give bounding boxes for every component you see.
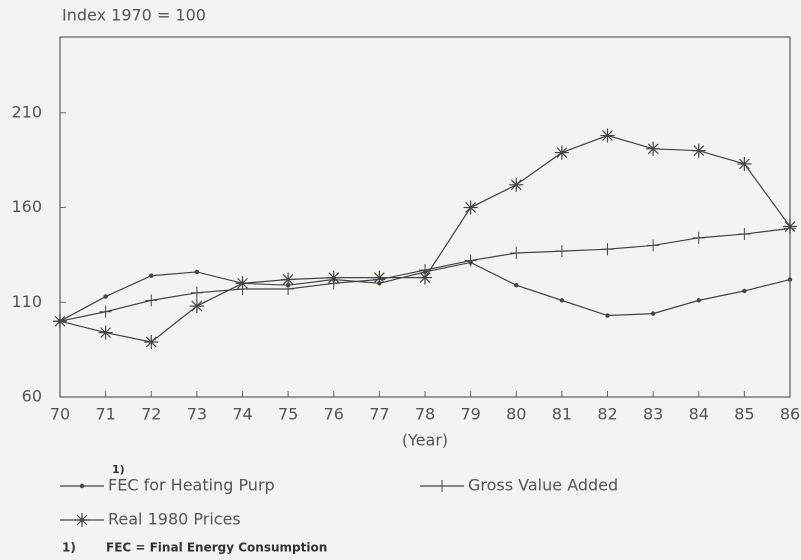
data-point <box>326 270 341 285</box>
data-point <box>514 283 519 288</box>
data-point <box>463 200 478 215</box>
legend-marker <box>79 483 85 489</box>
y-tick-label: 60 <box>22 387 42 406</box>
legend-note: 1) <box>112 463 125 476</box>
legend-marker <box>75 513 89 527</box>
y-axis-label: Index 1970 = 100 <box>62 6 206 25</box>
data-point <box>144 335 159 350</box>
x-axis-label: (Year) <box>402 431 448 450</box>
x-tick-label: 86 <box>780 405 800 424</box>
x-tick-label: 71 <box>95 405 115 424</box>
data-point <box>99 305 112 318</box>
data-point <box>372 270 387 285</box>
data-point <box>509 177 524 192</box>
legend-label: FEC for Heating Purp <box>108 476 275 495</box>
plot-frame <box>59 36 791 398</box>
x-tick-label: 74 <box>232 405 252 424</box>
x-tick-label: 84 <box>689 405 709 424</box>
data-point <box>742 288 747 294</box>
x-tick-label: 82 <box>597 405 617 424</box>
y-tick-label: 110 <box>11 292 42 311</box>
x-tick-label: 81 <box>552 405 572 424</box>
x-tick-label: 72 <box>141 405 161 424</box>
data-point <box>559 298 565 303</box>
legend-label: Gross Value Added <box>468 476 618 495</box>
data-point <box>696 298 701 303</box>
x-tick-label: 79 <box>460 405 480 424</box>
footnote-text: FEC = Final Energy Consumption <box>106 541 327 555</box>
x-tick-label: 80 <box>506 405 526 424</box>
legend-marker <box>436 480 448 492</box>
data-point <box>692 231 705 244</box>
data-point <box>737 156 752 171</box>
data-point <box>189 299 204 314</box>
data-point <box>554 145 569 160</box>
data-point <box>149 273 154 278</box>
x-tick-label: 76 <box>324 405 344 424</box>
y-tick-label: 160 <box>11 197 42 216</box>
series-line <box>59 134 791 343</box>
data-point <box>145 294 158 307</box>
data-point <box>194 269 200 275</box>
x-tick-label: 78 <box>415 405 435 424</box>
data-point <box>783 219 797 234</box>
data-point <box>647 239 660 252</box>
x-tick-label: 75 <box>278 405 298 424</box>
data-point <box>510 247 523 259</box>
data-point <box>650 311 656 316</box>
data-point <box>600 128 615 143</box>
data-point <box>738 228 751 241</box>
legend-label: Real 1980 Prices <box>108 510 241 529</box>
data-point <box>281 272 296 287</box>
x-tick-label: 73 <box>187 405 207 424</box>
data-point <box>418 270 432 285</box>
data-point <box>464 254 477 267</box>
data-point <box>601 243 614 256</box>
data-point <box>555 245 568 258</box>
data-point <box>691 143 706 158</box>
data-point <box>787 277 793 282</box>
x-tick-label: 70 <box>50 405 70 424</box>
data-point <box>235 276 250 291</box>
x-tick-label: 83 <box>643 405 663 424</box>
data-point <box>190 286 203 299</box>
data-point <box>605 313 610 318</box>
footnote-marker: 1) <box>62 541 76 555</box>
data-point <box>98 325 113 340</box>
data-point <box>103 294 108 299</box>
data-point <box>53 314 67 329</box>
y-tick-label: 210 <box>11 102 42 121</box>
x-tick-label: 85 <box>734 405 754 424</box>
data-point <box>646 141 661 156</box>
x-tick-label: 77 <box>369 405 389 424</box>
